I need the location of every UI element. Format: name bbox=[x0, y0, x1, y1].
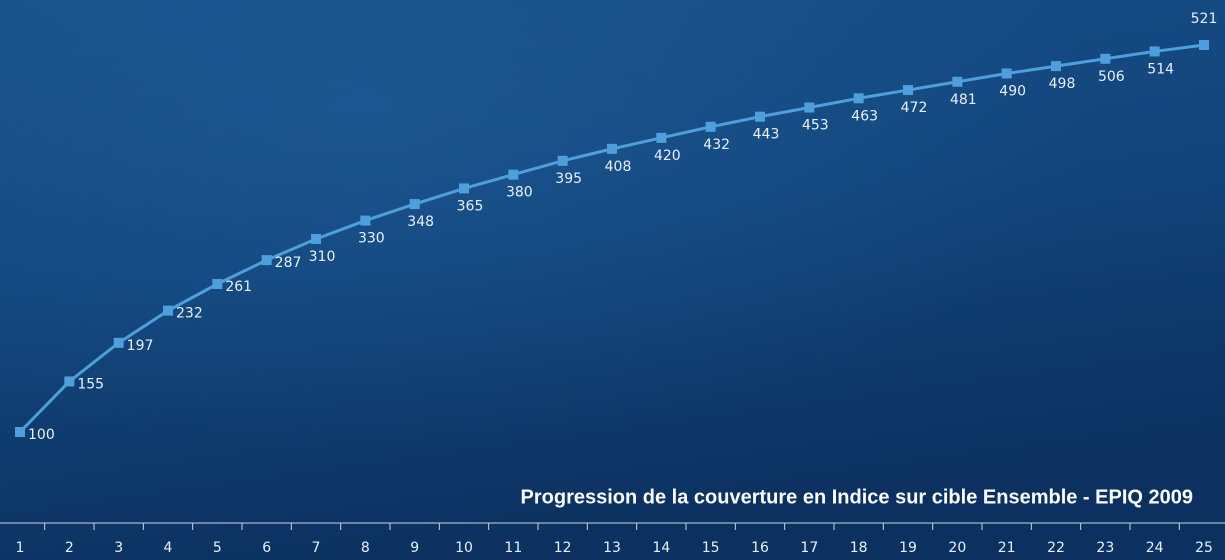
x-tick-label: 15 bbox=[702, 540, 720, 556]
data-label: 395 bbox=[555, 171, 582, 187]
marker bbox=[163, 306, 173, 316]
marker bbox=[755, 112, 765, 122]
marker bbox=[854, 93, 864, 103]
data-label: 432 bbox=[703, 137, 730, 153]
x-tick-label: 6 bbox=[262, 540, 271, 556]
x-tick-label: 17 bbox=[800, 540, 818, 556]
data-label: 420 bbox=[654, 148, 681, 164]
x-tick-label: 1 bbox=[16, 540, 25, 556]
marker bbox=[952, 77, 962, 87]
x-tick-label: 14 bbox=[652, 540, 670, 556]
marker bbox=[459, 183, 469, 193]
data-label: 472 bbox=[901, 100, 928, 116]
data-label: 287 bbox=[275, 255, 302, 271]
x-tick-label: 22 bbox=[1047, 540, 1065, 556]
x-tick-label: 23 bbox=[1096, 540, 1114, 556]
marker bbox=[262, 255, 272, 265]
marker bbox=[212, 279, 222, 289]
data-label: 408 bbox=[605, 159, 632, 175]
x-tick-label: 16 bbox=[751, 540, 769, 556]
data-label: 521 bbox=[1191, 11, 1218, 27]
marker bbox=[410, 199, 420, 209]
data-label: 330 bbox=[358, 231, 385, 247]
x-tick-label: 7 bbox=[312, 540, 321, 556]
marker bbox=[360, 216, 370, 226]
marker bbox=[903, 85, 913, 95]
x-tick-label: 9 bbox=[410, 540, 419, 556]
x-tick-label: 3 bbox=[114, 540, 123, 556]
chart-title: Progression de la couverture en Indice s… bbox=[521, 486, 1193, 508]
data-label: 232 bbox=[176, 306, 203, 322]
marker bbox=[1002, 68, 1012, 78]
marker bbox=[114, 338, 124, 348]
x-tick-label: 12 bbox=[554, 540, 572, 556]
marker bbox=[1051, 61, 1061, 71]
marker bbox=[558, 156, 568, 166]
chart: Progression de la couverture en Indice s… bbox=[0, 0, 1225, 560]
marker bbox=[804, 103, 814, 113]
data-label: 481 bbox=[950, 92, 977, 108]
marker bbox=[508, 170, 518, 180]
x-tick-label: 25 bbox=[1195, 540, 1213, 556]
data-label: 506 bbox=[1098, 69, 1125, 85]
data-label: 514 bbox=[1147, 61, 1174, 77]
data-label: 155 bbox=[77, 376, 104, 392]
data-label: 310 bbox=[309, 249, 336, 265]
marker bbox=[1100, 54, 1110, 64]
data-label: 261 bbox=[225, 279, 252, 295]
background-glow bbox=[0, 0, 1225, 560]
data-label: 463 bbox=[851, 108, 878, 124]
x-tick-label: 19 bbox=[899, 540, 917, 556]
x-tick-label: 18 bbox=[850, 540, 868, 556]
x-tick-label: 13 bbox=[603, 540, 621, 556]
data-label: 365 bbox=[457, 198, 484, 214]
marker bbox=[1199, 40, 1209, 50]
x-tick-label: 20 bbox=[948, 540, 966, 556]
data-label: 197 bbox=[127, 338, 154, 354]
x-tick-label: 2 bbox=[65, 540, 74, 556]
marker bbox=[64, 376, 74, 386]
marker bbox=[656, 133, 666, 143]
page: Progression de la couverture en Indice s… bbox=[0, 0, 1225, 560]
data-label: 380 bbox=[506, 185, 533, 201]
marker bbox=[607, 144, 617, 154]
x-tick-label: 10 bbox=[455, 540, 473, 556]
x-tick-label: 8 bbox=[361, 540, 370, 556]
data-label: 453 bbox=[802, 118, 829, 134]
x-tick-label: 24 bbox=[1146, 540, 1164, 556]
data-label: 100 bbox=[28, 427, 55, 443]
marker bbox=[311, 234, 321, 244]
data-label: 490 bbox=[999, 83, 1026, 99]
data-label: 443 bbox=[753, 127, 780, 143]
data-label: 348 bbox=[407, 214, 434, 230]
marker bbox=[706, 122, 716, 132]
marker bbox=[15, 427, 25, 437]
data-label: 498 bbox=[1049, 76, 1076, 92]
x-tick-label: 11 bbox=[504, 540, 522, 556]
x-tick-label: 4 bbox=[164, 540, 173, 556]
marker bbox=[1150, 46, 1160, 56]
x-tick-label: 5 bbox=[213, 540, 222, 556]
x-tick-label: 21 bbox=[998, 540, 1016, 556]
